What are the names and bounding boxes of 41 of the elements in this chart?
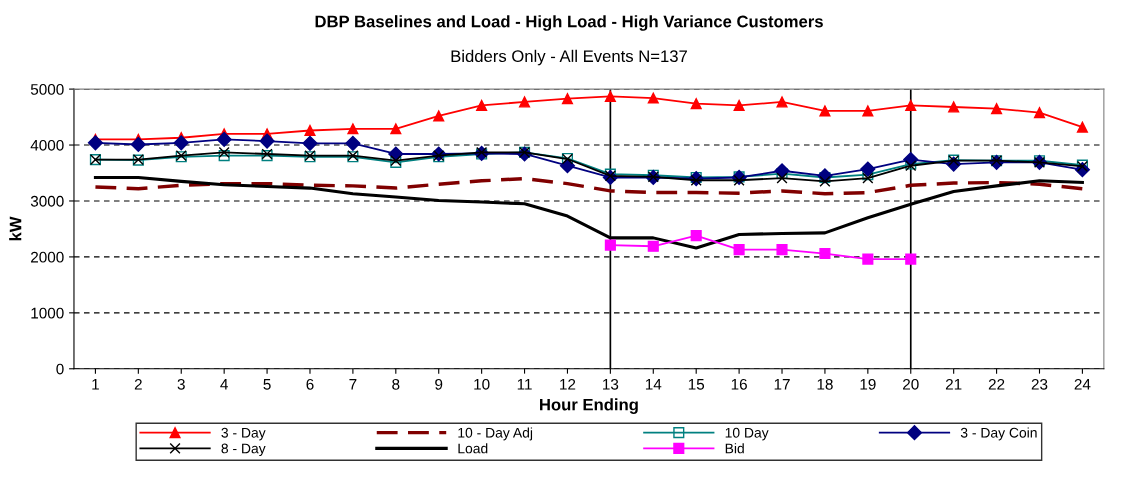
y-tick-label: 1000 xyxy=(31,307,64,319)
x-tick-label: 2 xyxy=(134,378,142,390)
x-tick-label: 1 xyxy=(92,379,99,390)
x-tick-label: 6 xyxy=(306,378,314,390)
y-axis-title: kW xyxy=(9,216,22,241)
y-tick-label: 3000 xyxy=(30,195,64,207)
x-tick-label: 20 xyxy=(903,378,919,390)
x-tick-label: 11 xyxy=(517,379,532,390)
chart-title: DBP Baselines and Load - High Load - High Variance Customers xyxy=(315,15,823,31)
x-tick-label: 17 xyxy=(774,379,790,390)
legend-label: 10 Day xyxy=(725,427,769,441)
x-tick-label: 4 xyxy=(220,379,228,390)
x-axis-title: Hour Ending xyxy=(540,398,638,414)
x-tick-label: 13 xyxy=(603,378,619,390)
legend-label: Load xyxy=(458,443,488,454)
x-tick-label: 8 xyxy=(392,378,400,390)
x-tick-label: 19 xyxy=(860,378,876,390)
chart-subtitle: Bidders Only - All Events N=137 xyxy=(451,49,687,66)
y-tick-label: 5000 xyxy=(30,83,64,95)
legend-label: 3 - Day Coin xyxy=(960,427,1037,441)
legend-label: Bid xyxy=(725,443,744,454)
x-tick-label: 14 xyxy=(645,379,662,390)
x-tick-label: 16 xyxy=(731,378,747,390)
y-tick-label: 0 xyxy=(56,363,64,375)
x-tick-label: 3 xyxy=(177,378,185,390)
legend-label: 8 - Day xyxy=(221,443,266,457)
x-tick-label: 22 xyxy=(988,378,1005,390)
legend-label: 10 - Day Adj xyxy=(458,427,533,441)
x-tick-label: 23 xyxy=(1031,378,1048,390)
x-tick-label: 9 xyxy=(435,378,443,390)
x-tick-label: 24 xyxy=(1074,378,1091,390)
legend-label: 3 - Day xyxy=(221,427,266,441)
y-tick-label: 2000 xyxy=(31,251,64,263)
x-tick-label: 18 xyxy=(817,378,833,390)
x-tick-label: 15 xyxy=(688,379,705,390)
x-tick-label: 7 xyxy=(349,379,357,390)
x-tick-label: 10 xyxy=(474,378,490,390)
y-tick-label: 4000 xyxy=(30,139,64,151)
x-tick-label: 21 xyxy=(945,378,962,390)
x-tick-label: 12 xyxy=(560,378,576,390)
x-tick-label: 5 xyxy=(263,379,271,390)
